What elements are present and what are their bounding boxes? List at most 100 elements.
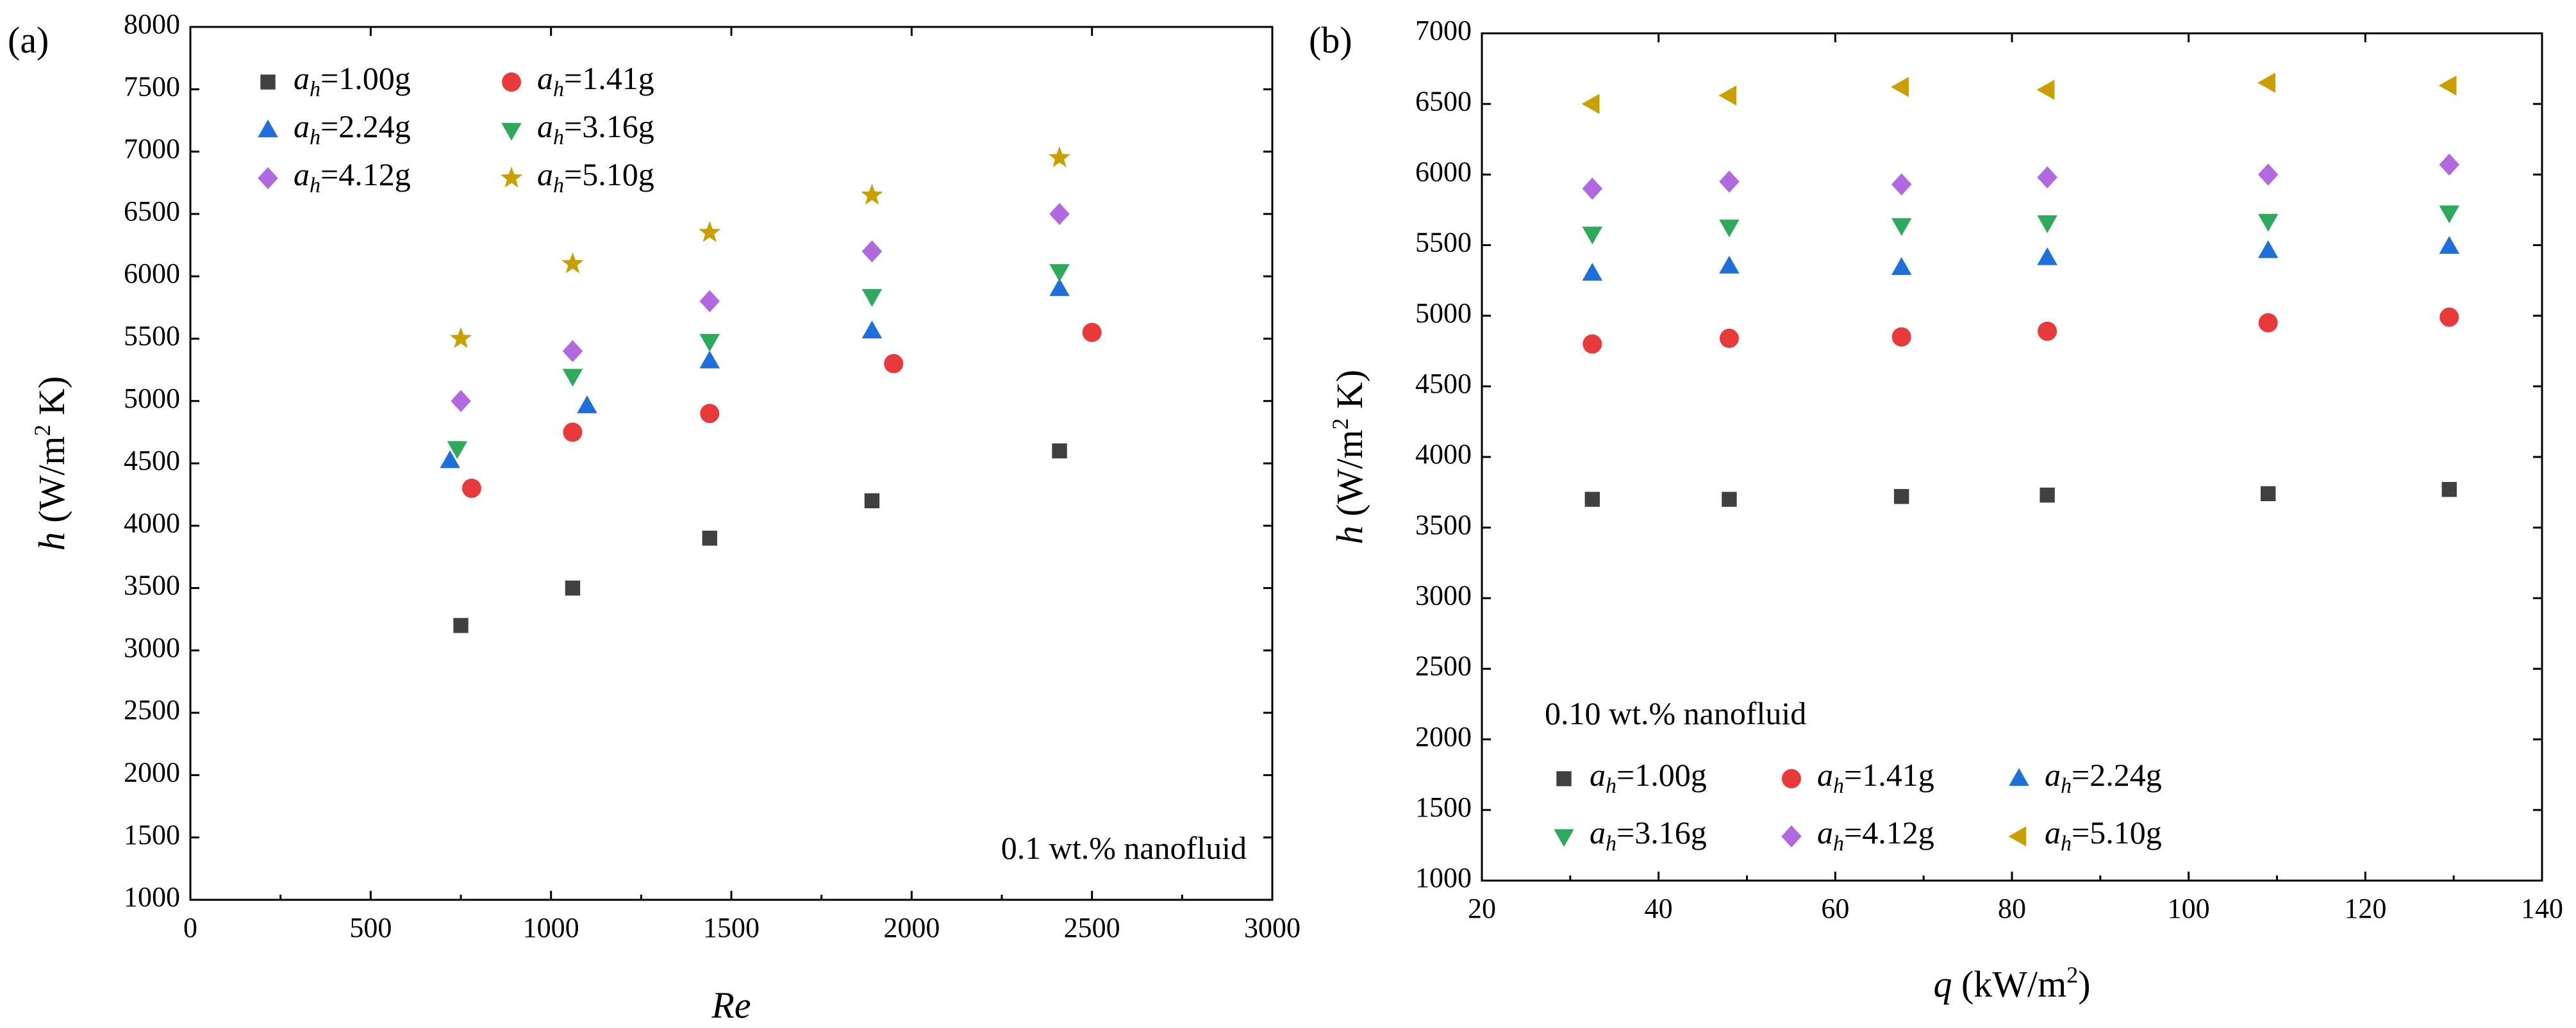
y-tick-label: 2000 — [124, 757, 180, 788]
data-point — [2258, 313, 2278, 333]
data-point — [1722, 492, 1737, 507]
legend-label: ah=5.10g — [2045, 815, 2162, 855]
y-tick-label: 5500 — [124, 320, 180, 352]
y-tick-label: 3000 — [1415, 579, 1472, 611]
series-triangle-left-510 — [1581, 72, 2457, 114]
data-point — [2441, 481, 2457, 497]
data-point — [2439, 153, 2460, 176]
data-point — [453, 618, 469, 633]
series-star-510 — [449, 146, 1071, 348]
legend-marker — [1781, 825, 1802, 848]
x-tick-label: 3000 — [1244, 912, 1300, 943]
y-tick-label: 6000 — [1415, 156, 1472, 187]
legend-marker — [1782, 769, 1801, 788]
data-point — [561, 252, 584, 274]
data-point — [449, 327, 472, 348]
legend-label: ah=4.12g — [1817, 815, 1934, 855]
data-point — [451, 390, 471, 412]
data-point — [1048, 146, 1071, 167]
data-point — [1719, 256, 1740, 274]
data-point — [461, 478, 481, 498]
data-point — [700, 404, 720, 424]
x-tick-label: 20 — [1468, 893, 1496, 924]
y-tick-label: 1000 — [124, 881, 180, 913]
y-axis-title: h (W/m2 K) — [29, 376, 72, 551]
y-tick-label: 5500 — [1415, 227, 1472, 258]
data-point — [864, 493, 880, 509]
legend-marker — [1554, 829, 1574, 847]
legend-label: ah=4.12g — [294, 156, 411, 197]
data-point — [2438, 75, 2457, 96]
data-point — [565, 580, 581, 596]
x-tick-label: 40 — [1645, 893, 1673, 924]
data-point — [562, 369, 583, 387]
data-point — [1049, 278, 1070, 296]
data-point — [1582, 178, 1603, 200]
x-axis-title: Re — [711, 984, 751, 1026]
x-tick-label: 120 — [2344, 893, 2386, 924]
legend-marker — [2009, 768, 2029, 786]
data-point — [1891, 257, 1912, 276]
y-tick-label: 3500 — [1415, 509, 1472, 540]
x-tick-label: 500 — [349, 912, 392, 943]
legend-marker — [501, 122, 522, 141]
series-diamond-412 — [451, 203, 1070, 412]
data-point — [2037, 247, 2057, 265]
data-point — [1082, 322, 1102, 342]
data-point — [2040, 487, 2055, 503]
data-point — [2037, 166, 2057, 188]
plot-frame — [1481, 32, 2543, 882]
legend-label: ah=1.41g — [537, 60, 654, 101]
legend-marker — [502, 72, 521, 92]
data-point — [1891, 173, 1912, 196]
data-point — [861, 183, 883, 205]
legend-label: ah=1.41g — [1817, 757, 1934, 797]
y-axis-title: h (W/m2 K) — [1327, 370, 1370, 545]
x-tick-label: 1500 — [703, 912, 760, 943]
data-point — [2257, 72, 2275, 93]
x-tick-label: 60 — [1821, 893, 1849, 924]
data-point — [699, 290, 720, 313]
legend-label: ah=2.24g — [2045, 757, 2162, 797]
y-tick-label: 3000 — [124, 632, 180, 663]
data-point — [1584, 492, 1600, 507]
data-point — [2037, 215, 2057, 233]
y-tick-label: 4500 — [124, 445, 180, 476]
x-tick-label: 80 — [1998, 893, 2026, 924]
data-point — [861, 289, 883, 307]
data-point — [2439, 307, 2459, 327]
series-square-100 — [1584, 481, 2457, 507]
data-point — [861, 320, 883, 339]
annotation-text: 0.10 wt.% nanofluid — [1545, 695, 1806, 731]
data-point — [2257, 163, 2279, 186]
data-point — [1719, 219, 1740, 238]
data-point — [1894, 488, 1909, 504]
data-point — [563, 422, 583, 442]
y-tick-label: 2500 — [1415, 651, 1472, 682]
panel-label: (b) — [1309, 19, 1352, 61]
legend-label: ah=5.10g — [537, 156, 654, 197]
y-tick-label: 7000 — [1415, 15, 1472, 46]
data-point — [1583, 334, 1602, 354]
y-tick-label: 1000 — [1415, 862, 1472, 893]
legend-marker — [2008, 826, 2027, 847]
data-point — [1891, 76, 1909, 97]
data-point — [2261, 486, 2276, 501]
y-tick-label: 1500 — [1415, 792, 1472, 823]
y-tick-label: 2500 — [124, 694, 180, 725]
x-tick-label: 140 — [2521, 893, 2563, 924]
legend-marker — [258, 119, 278, 138]
data-point — [1049, 264, 1070, 282]
data-point — [2439, 236, 2460, 254]
data-point — [884, 354, 904, 374]
y-tick-label: 7500 — [124, 70, 180, 102]
annotation-text: 0.1 wt.% nanofluid — [1001, 830, 1247, 866]
data-point — [1582, 263, 1603, 281]
panel-a-chart: 0 500 1000 1500 2000 2500 3000 1000 1500 2000 2500… — [8, 8, 1300, 1026]
x-tick-label: 2000 — [883, 912, 940, 943]
y-tick-label: 4000 — [124, 507, 180, 538]
y-tick-label: 8000 — [124, 8, 180, 40]
legend-label: ah=3.16g — [537, 108, 654, 149]
x-tick-label: 1000 — [523, 912, 579, 943]
data-point — [1719, 170, 1740, 193]
